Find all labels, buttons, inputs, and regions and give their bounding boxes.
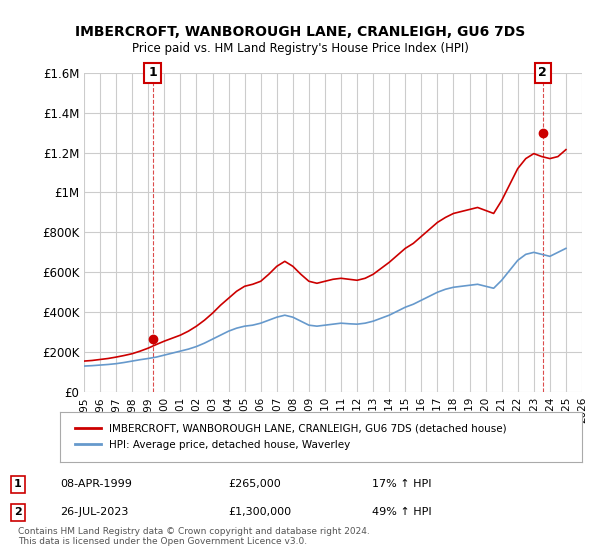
Legend: IMBERCROFT, WANBOROUGH LANE, CRANLEIGH, GU6 7DS (detached house), HPI: Average p: IMBERCROFT, WANBOROUGH LANE, CRANLEIGH, … bbox=[70, 419, 511, 454]
Text: 1: 1 bbox=[148, 66, 157, 80]
Text: 2: 2 bbox=[14, 507, 22, 517]
Text: 2: 2 bbox=[538, 66, 547, 80]
Text: Price paid vs. HM Land Registry's House Price Index (HPI): Price paid vs. HM Land Registry's House … bbox=[131, 42, 469, 55]
Text: 17% ↑ HPI: 17% ↑ HPI bbox=[372, 479, 431, 489]
Text: Contains HM Land Registry data © Crown copyright and database right 2024.
This d: Contains HM Land Registry data © Crown c… bbox=[18, 526, 370, 546]
Text: 49% ↑ HPI: 49% ↑ HPI bbox=[372, 507, 431, 517]
Text: 08-APR-1999: 08-APR-1999 bbox=[60, 479, 132, 489]
Text: IMBERCROFT, WANBOROUGH LANE, CRANLEIGH, GU6 7DS: IMBERCROFT, WANBOROUGH LANE, CRANLEIGH, … bbox=[75, 25, 525, 39]
Text: £265,000: £265,000 bbox=[228, 479, 281, 489]
Text: £1,300,000: £1,300,000 bbox=[228, 507, 291, 517]
Text: 26-JUL-2023: 26-JUL-2023 bbox=[60, 507, 128, 517]
Text: 1: 1 bbox=[14, 479, 22, 489]
